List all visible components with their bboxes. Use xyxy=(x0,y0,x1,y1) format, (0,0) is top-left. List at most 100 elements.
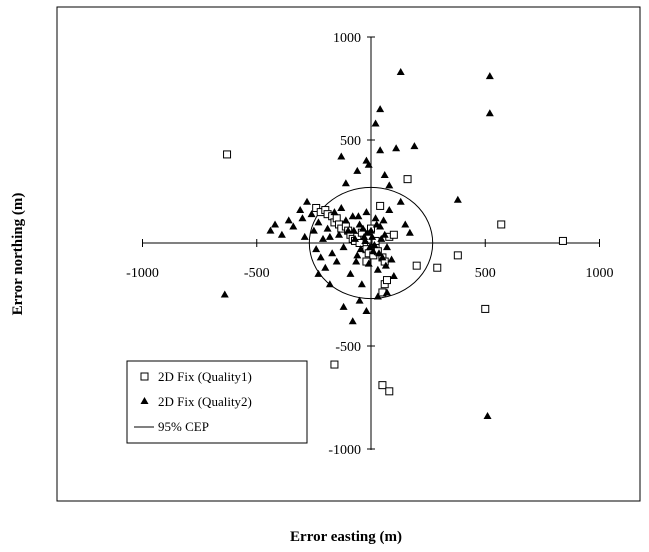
quality2-point xyxy=(405,228,414,236)
quality2-point xyxy=(348,212,357,220)
quality2-point xyxy=(339,243,348,251)
x-tick-label: 1000 xyxy=(586,266,614,281)
quality2-point xyxy=(379,216,388,224)
quality1-point xyxy=(453,251,462,260)
quality2-point xyxy=(369,247,378,255)
y-axis-title: Error northing (m) xyxy=(10,193,26,316)
quality1-point xyxy=(558,236,567,245)
quality2-point xyxy=(371,119,380,127)
y-tick-label: -1000 xyxy=(328,443,361,458)
data-points xyxy=(220,68,567,420)
quality2-point xyxy=(277,230,286,238)
legend-label-cep: 95% CEP xyxy=(158,419,209,434)
quality2-point xyxy=(330,208,339,216)
quality2-point xyxy=(368,232,377,240)
quality2-point xyxy=(364,160,373,168)
quality2-point xyxy=(314,269,323,277)
quality1-point xyxy=(378,381,387,390)
legend-label-quality2: 2D Fix (Quality2) xyxy=(158,394,252,409)
quality1-point xyxy=(412,261,421,270)
quality2-point xyxy=(385,206,394,214)
quality1-point xyxy=(330,360,339,369)
quality2-point xyxy=(485,109,494,117)
quality1-point xyxy=(433,263,442,272)
quality2-point xyxy=(485,72,494,80)
quality2-point xyxy=(284,216,293,224)
quality2-point xyxy=(296,206,305,214)
quality2-point xyxy=(362,208,371,216)
legend-square-marker xyxy=(140,372,149,381)
quality2-point xyxy=(353,166,362,174)
quality2-point xyxy=(382,288,391,296)
quality2-point xyxy=(372,220,381,228)
plot-frame xyxy=(56,6,641,502)
quality2-point xyxy=(341,216,350,224)
quality2-point xyxy=(396,197,405,205)
quality2-point xyxy=(374,249,383,257)
quality2-point xyxy=(373,292,382,300)
quality2-point xyxy=(376,222,385,230)
quality2-point xyxy=(356,245,365,253)
x-tick-label: 500 xyxy=(475,266,496,281)
quality2-point xyxy=(355,296,364,304)
quality2-point xyxy=(314,218,323,226)
quality2-point xyxy=(370,241,379,249)
quality2-point xyxy=(312,245,321,253)
quality2-point xyxy=(316,253,325,261)
quality2-point xyxy=(298,214,307,222)
quality2-point xyxy=(380,171,389,179)
quality2-point xyxy=(382,243,391,251)
legend-box xyxy=(126,360,308,444)
quality1-point xyxy=(382,276,391,285)
quality2-point xyxy=(376,146,385,154)
y-tick-label: -500 xyxy=(335,340,361,355)
quality2-point xyxy=(220,290,229,298)
quality1-point xyxy=(223,150,232,159)
quality2-point xyxy=(371,214,380,222)
quality2-point xyxy=(373,265,382,273)
quality2-point xyxy=(355,220,364,228)
quality1-point xyxy=(403,175,412,184)
legend-triangle-marker xyxy=(140,397,149,404)
quality2-point xyxy=(360,232,369,240)
quality2-point xyxy=(453,195,462,203)
x-tick-label: -1000 xyxy=(126,266,159,281)
quality1-point xyxy=(497,220,506,229)
quality2-point xyxy=(300,232,309,240)
quality1-point xyxy=(385,387,394,396)
quality2-point xyxy=(365,243,374,251)
legend-label-quality1: 2D Fix (Quality1) xyxy=(158,369,252,384)
quality1-point xyxy=(376,201,385,210)
quality2-point xyxy=(337,203,346,211)
x-axis-ticks: -1000 -500 500 1000 xyxy=(126,239,614,281)
quality1-point xyxy=(312,203,321,212)
quality2-point xyxy=(364,259,373,267)
quality2-point xyxy=(357,280,366,288)
quality2-point xyxy=(377,234,386,242)
quality2-point xyxy=(352,257,361,265)
cep-layer xyxy=(308,186,434,300)
quality1-point xyxy=(389,230,398,239)
quality2-point xyxy=(363,228,372,236)
y-tick-label: 1000 xyxy=(333,31,361,46)
x-tick-label: -500 xyxy=(244,266,270,281)
quality2-point xyxy=(392,144,401,152)
quality2-point xyxy=(341,179,350,187)
quality2-point xyxy=(271,220,280,228)
quality2-point xyxy=(309,226,318,234)
quality2-point xyxy=(321,263,330,271)
y-tick-label: 500 xyxy=(340,134,361,149)
quality2-point xyxy=(353,251,362,259)
quality2-point xyxy=(325,280,334,288)
quality2-point xyxy=(289,222,298,230)
quality2-point xyxy=(323,224,332,232)
quality2-point xyxy=(387,255,396,263)
quality2-point xyxy=(376,105,385,113)
quality2-point xyxy=(410,142,419,150)
quality2-point xyxy=(396,68,405,76)
quality2-point xyxy=(307,210,316,218)
quality2-point xyxy=(344,226,353,234)
quality1-point xyxy=(481,304,490,313)
quality2-point xyxy=(349,226,358,234)
